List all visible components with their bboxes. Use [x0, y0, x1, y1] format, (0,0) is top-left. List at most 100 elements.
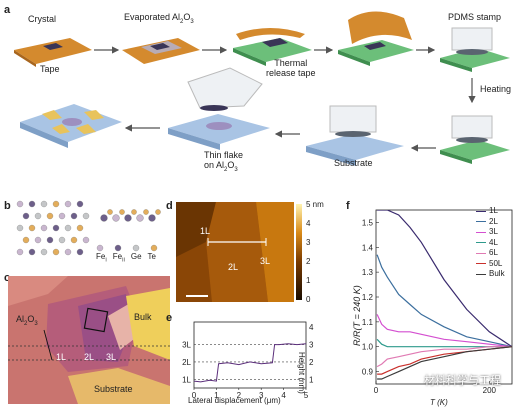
f-xlabel: T (K) — [430, 398, 448, 407]
panel-label-b: b — [4, 200, 11, 212]
legend-swatch — [476, 263, 486, 265]
thin-flake-step — [168, 67, 270, 150]
colorbar-ticks: 5 nm 4 3 2 1 0 — [306, 200, 336, 304]
legend-fe-i: FeI — [96, 252, 107, 264]
e-x-tick-label: 0 — [192, 391, 197, 400]
legend-swatch — [132, 244, 140, 252]
colorbar-tick: 5 nm — [306, 200, 324, 209]
panel-a-schematic — [14, 11, 510, 166]
heating-step — [440, 115, 510, 164]
label-c-substrate: Substrate — [94, 384, 133, 394]
label-d-2l: 2L — [228, 262, 239, 272]
device-step — [20, 104, 122, 148]
peel-step — [338, 11, 414, 66]
atom — [82, 212, 90, 220]
legend-entry: 50L — [476, 259, 505, 270]
afm-image — [176, 202, 294, 302]
legend-swatch — [96, 244, 104, 252]
legend-label: 3L — [489, 227, 498, 236]
f-y-tick-label: 1.5 — [362, 218, 374, 227]
series-line-1l — [377, 210, 512, 348]
atom — [28, 248, 36, 256]
legend-entry: 6L — [476, 248, 505, 259]
atom — [52, 248, 60, 256]
panel-label-c: c — [4, 272, 11, 284]
atom — [82, 236, 90, 244]
colorbar-tick: 1 — [306, 276, 311, 285]
f-x-tick-label: 0 — [374, 386, 379, 395]
f-y-tick-label: 1.4 — [362, 243, 374, 252]
label-c-1l: 1L — [56, 352, 67, 362]
watermark: 材料科学与工程 — [424, 375, 501, 387]
legend-te: Te — [147, 252, 156, 261]
atom — [16, 248, 24, 256]
atom — [58, 236, 66, 244]
atom — [34, 212, 42, 220]
e-y-tick-label: 3 — [309, 341, 314, 350]
label-pdms: PDMS stamp — [448, 12, 502, 22]
series-line-50l — [377, 346, 512, 375]
atom — [64, 224, 72, 232]
atom — [131, 209, 137, 215]
legend-swatch — [476, 242, 486, 244]
atom — [76, 200, 84, 208]
legend-swatch — [476, 252, 486, 254]
legend-entry: 4L — [476, 238, 505, 249]
atom — [16, 224, 24, 232]
atom — [22, 236, 30, 244]
atom — [112, 214, 120, 222]
f-y-tick-label: 1.1 — [362, 318, 374, 327]
atom — [28, 224, 36, 232]
f-y-tick-label: 1.2 — [362, 293, 374, 302]
substrate-step — [306, 105, 404, 166]
atom — [76, 224, 84, 232]
atom — [136, 214, 144, 222]
atom — [76, 248, 84, 256]
atom — [46, 212, 54, 220]
atom — [70, 212, 78, 220]
tape-step-2 — [122, 38, 200, 64]
atom — [70, 236, 78, 244]
height-profile-plot: 0 1 2 3 4 5 4 3 2 1 3L 2L 1L — [182, 321, 314, 400]
atom — [52, 200, 60, 208]
e-x-tick-label: 3 — [259, 391, 264, 400]
e-x-tick-label: 5 — [304, 391, 309, 400]
atom — [143, 209, 149, 215]
label-tape: Tape — [40, 64, 60, 74]
e-layer-mark: 1L — [182, 375, 191, 384]
atom — [58, 212, 66, 220]
colorbar-tick: 0 — [306, 295, 311, 304]
legend-label: 2L — [489, 216, 498, 226]
colorbar-tick: 4 — [306, 219, 311, 228]
panel-label-a: a — [4, 4, 11, 16]
atom — [64, 248, 72, 256]
thermal-tape-step — [233, 28, 312, 66]
legend-label: Bulk — [489, 269, 505, 278]
e-y-tick-label: 1 — [309, 375, 314, 384]
e-ylabel: Height (nm) — [297, 352, 306, 394]
series-line-3l — [376, 314, 512, 348]
label-substrate: Substrate — [334, 158, 373, 168]
atom — [155, 209, 161, 215]
series-line-bulk — [377, 346, 512, 380]
e-layer-mark: 2L — [182, 358, 191, 367]
legend-swatch — [114, 244, 122, 252]
atom — [40, 200, 48, 208]
atom — [64, 200, 72, 208]
crystal-structure — [16, 200, 161, 256]
colorbar-tick: 2 — [306, 257, 311, 266]
e-x-tick-label: 2 — [237, 391, 242, 400]
legend-swatch — [476, 221, 486, 223]
legend-entry: Bulk — [476, 269, 505, 280]
atom — [100, 214, 108, 222]
panel-label-f: f — [346, 200, 350, 212]
f-x-tick-label: 200 — [483, 386, 497, 395]
label-thermal-tape: Thermal release tape — [266, 58, 316, 78]
label-thin-flake: Thin flake on Al2O3 — [204, 150, 244, 173]
e-y-tick-label: 4 — [309, 323, 314, 332]
label-al2o3: Al2O3 — [16, 314, 38, 327]
resistance-plot: 1.5 1.4 1.3 1.2 1.1 1.0 0.90 200 — [362, 209, 513, 395]
legend-label: 50L — [489, 258, 503, 268]
optical-image — [8, 276, 170, 404]
f-y-tick-label: 1.3 — [362, 268, 374, 277]
